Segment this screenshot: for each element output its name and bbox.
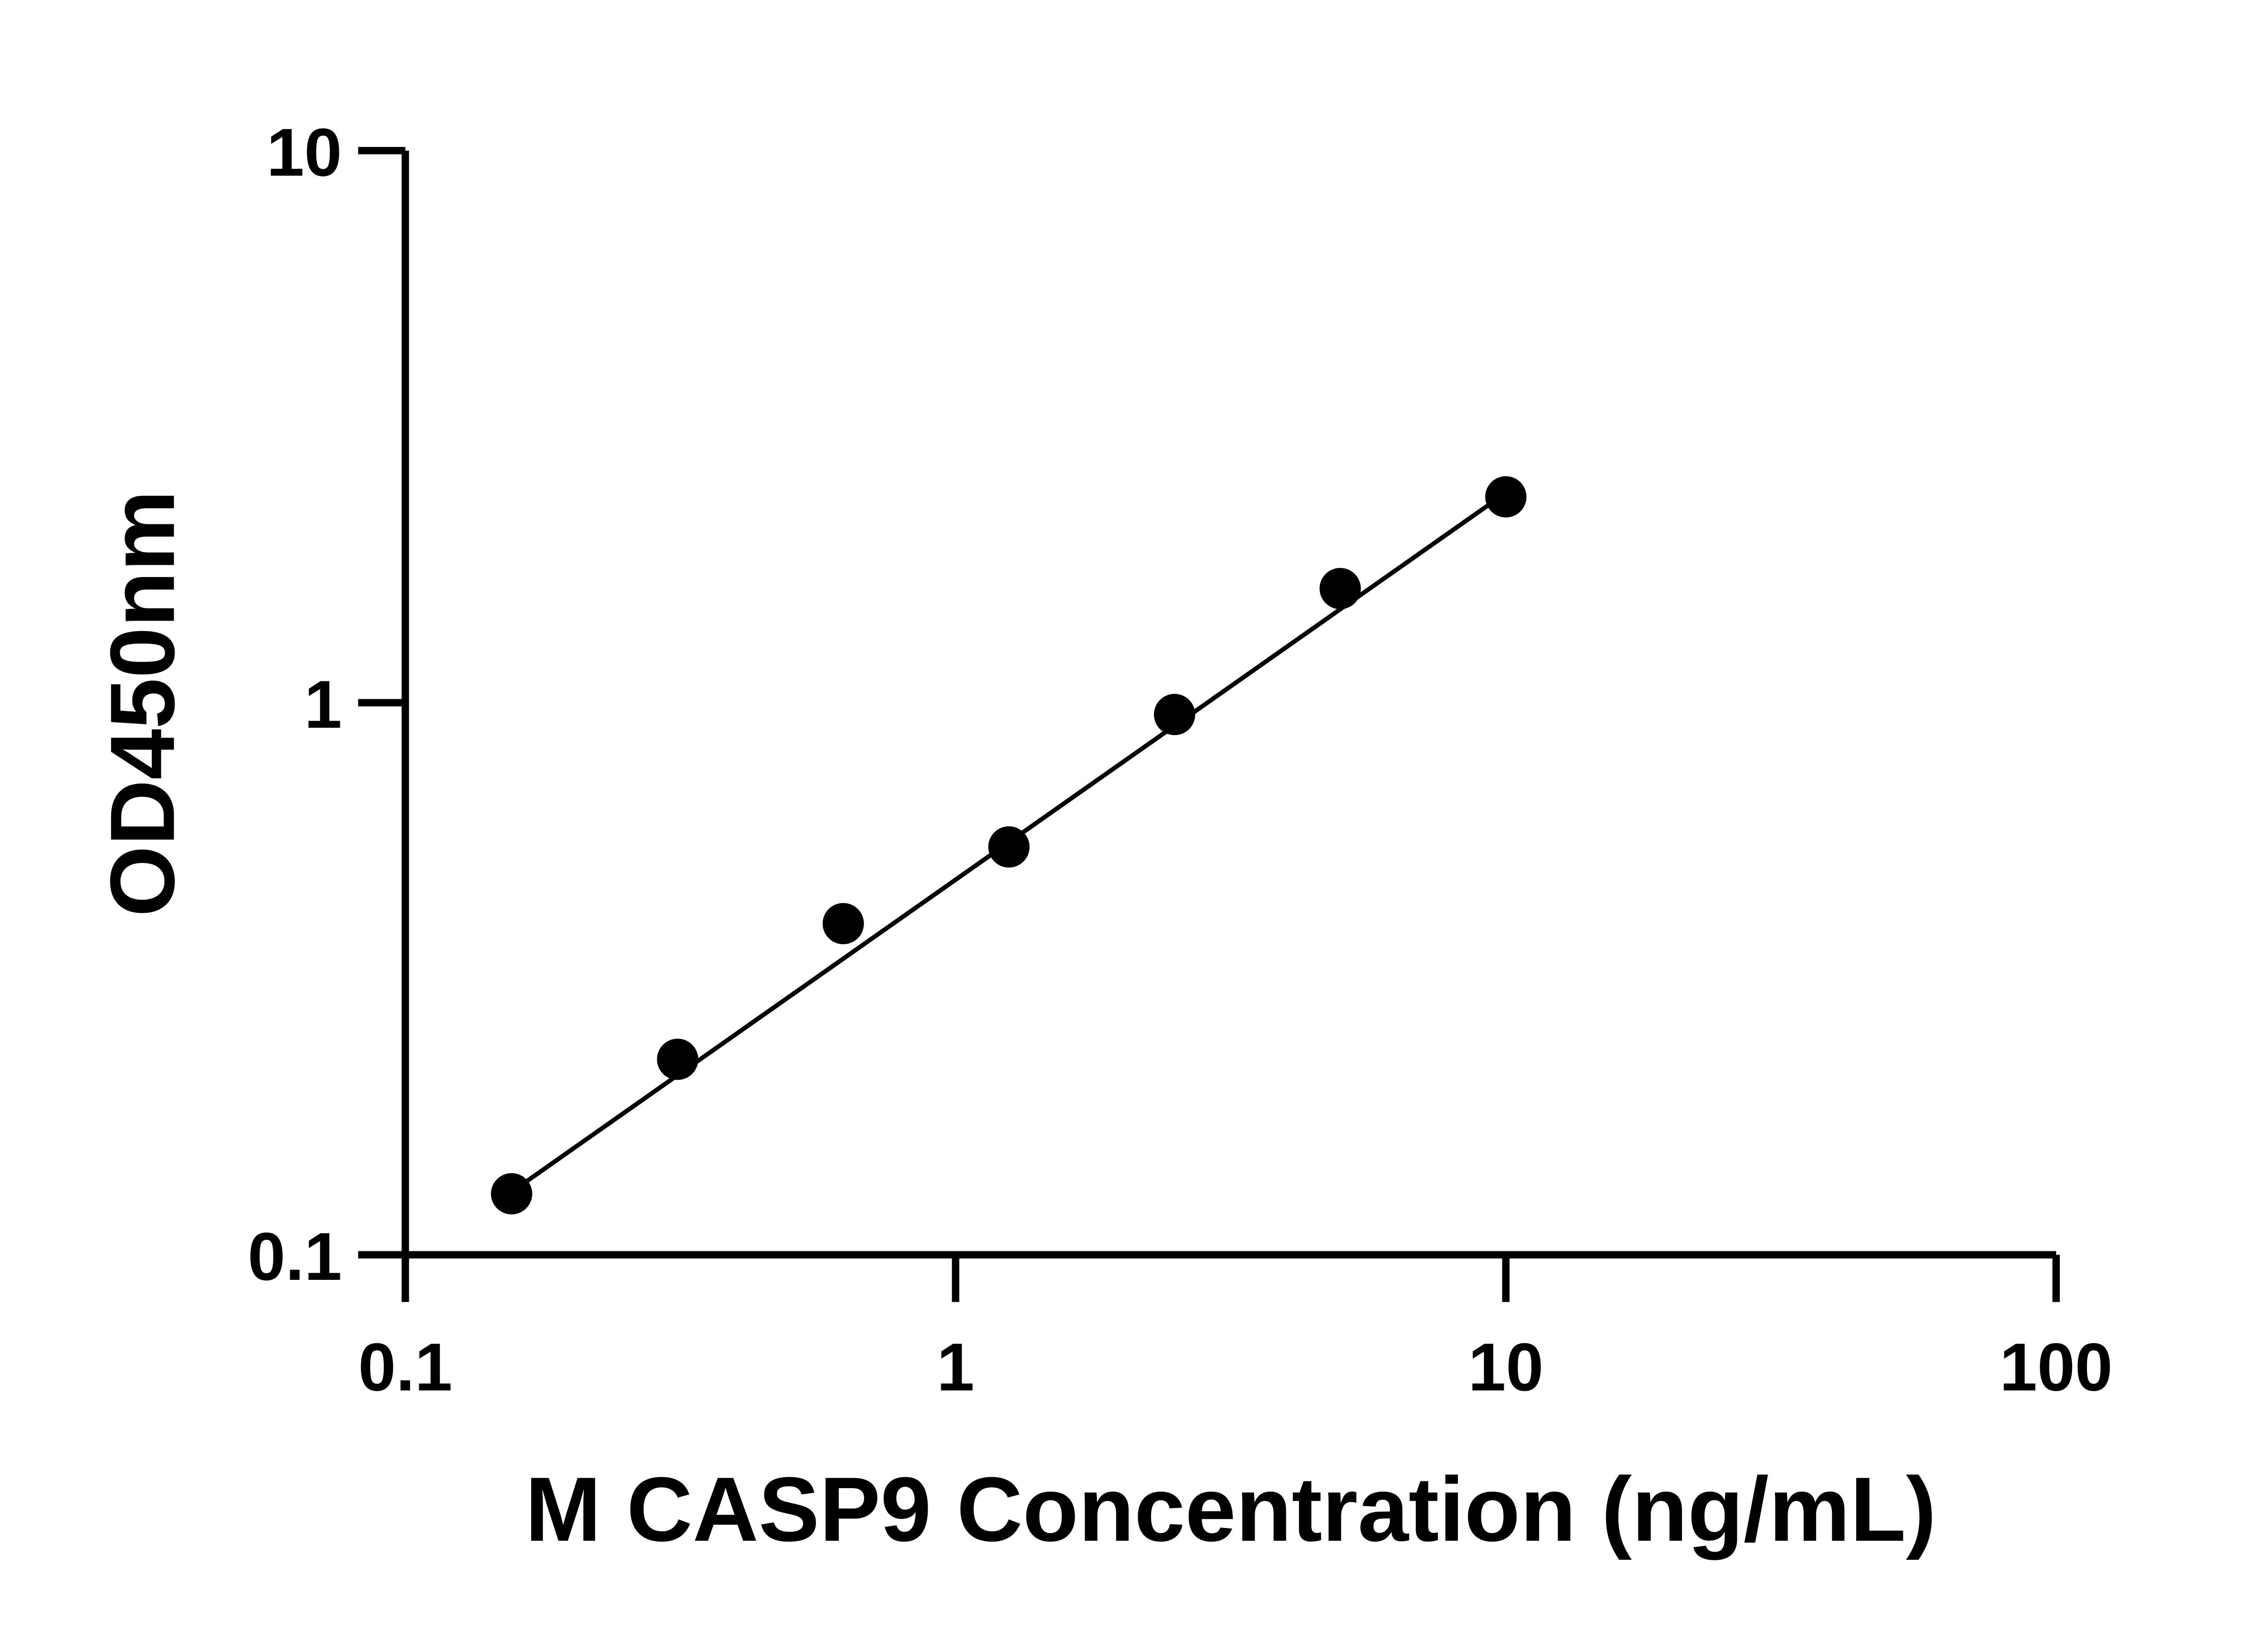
data-point (657, 1038, 699, 1080)
y-tick-label: 1 (304, 666, 342, 742)
y-axis-label: OD450nm (91, 490, 193, 916)
x-axis-label: M CASP9 Concentration (ng/mL) (525, 1458, 1936, 1560)
data-point (988, 826, 1030, 868)
x-tick-label: 1 (937, 1329, 974, 1405)
data-point (822, 903, 864, 945)
x-tick-label: 10 (1468, 1329, 1544, 1405)
y-tick-label: 10 (267, 114, 342, 190)
axes: 0.1 1 10 100 0.1 1 10 (248, 114, 2112, 1405)
x-tick-label: 100 (1999, 1329, 2112, 1405)
data-point (1154, 694, 1195, 735)
data-point (1485, 476, 1527, 518)
x-tick-label: 0.1 (358, 1329, 453, 1405)
y-tick-label: 0.1 (248, 1219, 342, 1294)
data-point (1320, 568, 1361, 609)
data-point (491, 1173, 533, 1215)
data-points (491, 476, 1527, 1215)
